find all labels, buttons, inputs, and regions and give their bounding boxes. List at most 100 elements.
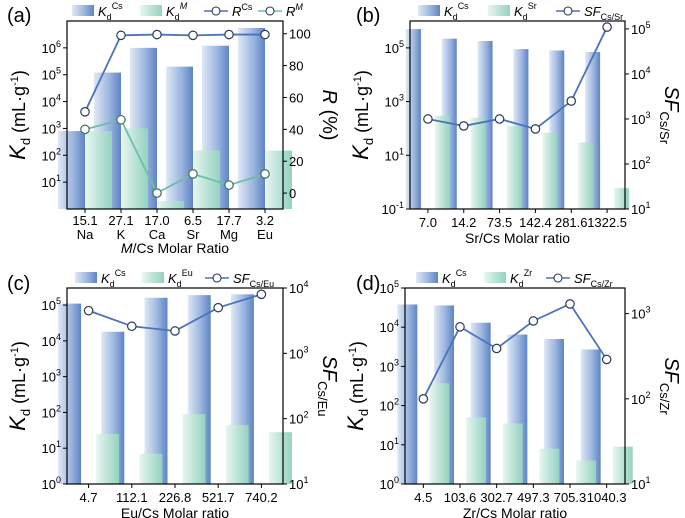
legend-swatch xyxy=(416,272,438,283)
bar-sr-2 xyxy=(470,117,486,209)
left-tick-label: 103 xyxy=(385,93,404,110)
x-tick-label: 281.6 xyxy=(555,215,588,230)
bar-cs-6 xyxy=(580,349,601,484)
x-axis-title: M/Cs Molar Ratio xyxy=(121,240,229,256)
bar-zr-2 xyxy=(466,417,486,484)
series-line-1 xyxy=(427,26,608,130)
series-point-1-3 xyxy=(494,114,505,124)
series-point-2-6 xyxy=(260,169,270,179)
bar-cs-1 xyxy=(405,29,421,209)
left-tick-label: 105 xyxy=(385,39,404,56)
series-point-1-2 xyxy=(458,121,469,131)
chart-panel-3: 100 101 102 103 104 105 101 102 103 104 4.7 112.1 22… xyxy=(5,268,340,518)
series-point-1-2 xyxy=(127,321,137,332)
x-tick-label: 226.8 xyxy=(159,490,192,505)
x-tick-ratio: 3.2 xyxy=(256,213,274,228)
chart-panel-2: 10-1 101 103 105 101 102 103 104 105 7.0 14.2 73.5 1… xyxy=(348,1,682,246)
right-axis-title: SFCs/Eu xyxy=(315,356,340,417)
left-tick-label: 105 xyxy=(42,296,61,313)
bar-cs-1 xyxy=(58,131,85,209)
right-tick-label: 104 xyxy=(289,279,308,296)
left-axis-title: Kd (mL·g-1) xyxy=(5,341,33,431)
legend-swatch xyxy=(72,5,94,16)
legend-label: SFCs/Eu xyxy=(233,271,274,289)
x-axis-title: Eu/Cs Molar ratio xyxy=(121,505,229,518)
series-point-1-3 xyxy=(152,29,162,40)
series-point-1-2 xyxy=(455,322,465,332)
right-tick-label: 104 xyxy=(631,65,650,82)
series-point-1-5 xyxy=(565,299,575,309)
bar-m-6 xyxy=(265,150,292,209)
right-tick-label: 103 xyxy=(631,110,650,127)
bar-cs-1 xyxy=(397,304,418,484)
series-point-1-4 xyxy=(213,302,223,313)
left-tick-label: 103 xyxy=(42,368,61,385)
bar-m-1 xyxy=(85,131,112,209)
series-point-1-2 xyxy=(116,30,126,41)
left-tick-label: 102 xyxy=(42,403,61,420)
legend-swatch xyxy=(75,272,97,283)
left-tick-label: 101 xyxy=(385,146,404,163)
left-tick-label: 102 xyxy=(380,397,399,414)
series-point-1-5 xyxy=(566,96,577,106)
series-point-1-1 xyxy=(418,394,429,404)
plot-frame xyxy=(404,287,626,485)
bar-zr-1 xyxy=(429,383,450,484)
legend-label: KdZr xyxy=(510,268,532,289)
x-tick-label: 521.7 xyxy=(202,490,235,505)
bar-cs-1 xyxy=(58,303,82,484)
left-tick-label: 101 xyxy=(380,436,399,453)
right-tick-label: 102 xyxy=(631,155,650,172)
x-tick-label: Sr xyxy=(187,227,201,242)
series-point-1-5 xyxy=(224,29,234,40)
left-tick-label: 100 xyxy=(380,475,399,492)
series-point-2-4 xyxy=(188,169,198,179)
series-point-1-3 xyxy=(491,343,502,354)
x-tick-label: 302.7 xyxy=(480,490,513,505)
legend-label: KdSr xyxy=(514,1,537,22)
left-tick-label: 101 xyxy=(42,439,61,456)
right-tick-label: 103 xyxy=(631,305,650,322)
panel-label: (c) xyxy=(7,273,30,295)
legend-marker xyxy=(265,6,275,16)
legend-label: RCs xyxy=(232,2,253,19)
x-tick-label: Na xyxy=(77,227,94,242)
series-point-1-1 xyxy=(80,107,90,117)
series-point-2-5 xyxy=(224,180,234,190)
series-line-2 xyxy=(84,118,266,195)
series-point-1-3 xyxy=(170,326,180,336)
bar-cs-3 xyxy=(144,297,168,484)
plot-frame xyxy=(66,20,284,210)
left-tick-label: 105 xyxy=(380,279,399,296)
chart-panel-4: 100 101 102 103 104 105 101 102 103 4.5 103.6 302.7… xyxy=(343,268,682,518)
series-point-1-4 xyxy=(528,316,539,326)
x-tick-label: 4.7 xyxy=(80,490,98,505)
bar-zr-4 xyxy=(539,448,560,484)
x-tick-ratio: 27.1 xyxy=(108,213,133,228)
bar-sr-4 xyxy=(542,132,558,209)
bar-sr-1 xyxy=(434,115,450,209)
bar-sr-3 xyxy=(506,126,522,209)
left-axis-title: Kd (mL·g-1) xyxy=(343,341,371,431)
right-tick-label: 103 xyxy=(289,344,308,361)
legend-label: RM xyxy=(286,2,303,19)
x-tick-label: Ca xyxy=(149,227,166,242)
right-tick-label: 102 xyxy=(631,390,650,407)
left-tick-label: 104 xyxy=(42,332,61,349)
x-tick-ratio: 17.7 xyxy=(216,213,241,228)
right-tick-label: 40 xyxy=(289,122,303,137)
bar-m-2 xyxy=(121,128,148,209)
series-point-1-5 xyxy=(256,289,267,300)
x-axis-title: Zr/Cs Molar ratio xyxy=(463,505,567,518)
left-tick-label: 106 xyxy=(42,39,61,56)
left-tick-label: 105 xyxy=(42,66,61,83)
legend-swatch xyxy=(418,5,440,16)
x-tick-label: 73.5 xyxy=(487,215,512,230)
legend-label: SFCs/Zr xyxy=(574,271,613,289)
x-tick-label: 705.3 xyxy=(554,490,587,505)
series-point-2-3 xyxy=(152,188,162,198)
left-tick-label: 100 xyxy=(42,475,61,492)
right-tick-label: 102 xyxy=(289,410,308,427)
plot-frame xyxy=(409,20,626,210)
